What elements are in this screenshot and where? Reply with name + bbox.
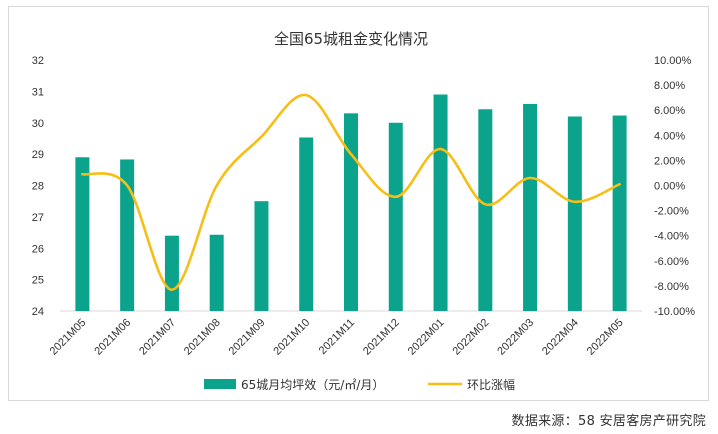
x-tick-label: 2021M11 [317,317,357,357]
bar-2022M02 [478,109,493,311]
source-note: 数据来源：58 安居客房产研究院 [511,414,706,429]
bar-2021M08 [209,234,224,311]
bar-2021M09 [254,201,269,311]
y-left-tick-label: 27 [32,212,44,224]
y-left-tick-label: 32 [32,55,44,67]
y-right-tick-label: -8.00% [654,281,689,293]
bar-2022M04 [567,116,582,311]
x-tick-label: 2021M07 [137,317,178,358]
legend-line-label: 环比涨幅 [467,377,515,392]
y-right-tick-label: -2.00% [654,206,689,218]
line-series-mom-change [81,93,621,291]
bar-2021M07 [164,235,179,311]
y-left-tick-label: 31 [32,86,44,98]
x-tick-label: 2021M05 [48,317,89,358]
y-right-tick-label: 0.00% [654,181,685,193]
legend-bar-swatch [204,379,236,389]
x-tick-label: 2021M06 [92,317,133,358]
x-tick-label: 2021M08 [182,317,223,358]
x-tick-label: 2022M03 [495,317,536,358]
chart-title: 全国65城租金变化情况 [274,30,428,48]
x-tick-label: 2022M04 [540,317,581,358]
y-left-tick-label: 25 [32,275,44,287]
x-tick-label: 2021M12 [361,317,402,358]
y-right-tick-label: 4.00% [654,130,685,142]
bar-2022M03 [523,103,538,311]
bar-2021M12 [388,122,403,311]
y-left-tick-label: 28 [32,181,44,193]
bar-2021M11 [344,113,358,312]
bar-2022M01 [433,94,448,311]
legend-bar-label: 65城月均坪效（元/㎡/月） [241,377,384,392]
y-right-tick-label: 8.00% [654,80,685,92]
y-right-tick-label: -10.00% [654,306,695,318]
y-right-tick-label: 2.00% [654,155,685,167]
y-right-tick-label: -6.00% [654,256,689,268]
x-tick-label: 2022M01 [406,317,447,358]
y-left-tick-label: 26 [32,243,44,255]
y-left-tick-label: 30 [32,118,44,130]
bar-2021M05 [75,157,90,311]
x-tick-label: 2021M10 [271,317,312,358]
y-right-tick-label: 10.00% [654,55,692,67]
y-left-tick-label: 29 [32,149,44,161]
bar-2022M05 [612,115,627,311]
y-right-tick-label: -4.00% [654,231,689,243]
x-tick-label: 2021M09 [227,317,268,358]
x-tick-label: 2022M05 [585,317,626,358]
y-left-tick-label: 24 [32,306,44,318]
bar-2021M10 [299,137,314,311]
bar-2021M06 [120,159,135,311]
x-tick-label: 2022M02 [451,317,492,358]
y-right-tick-label: 6.00% [654,105,685,117]
